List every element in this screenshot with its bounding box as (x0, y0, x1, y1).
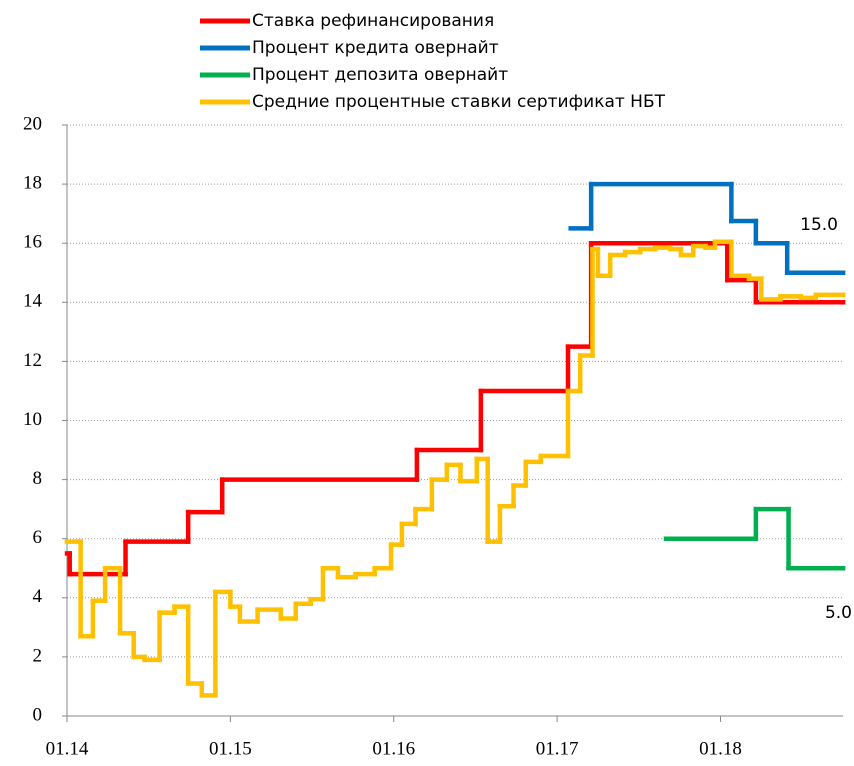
x-tick-label: 01.16 (372, 738, 415, 759)
y-tick-label: 16 (23, 232, 42, 253)
y-tick-label: 2 (33, 645, 43, 666)
annotation: 15.0 (800, 215, 838, 235)
x-tick-label: 01.14 (46, 738, 89, 759)
legend-label: Средние процентные ставки сертификат НБТ (252, 92, 666, 112)
y-tick-label: 14 (23, 291, 43, 312)
x-tick-label: 01.15 (209, 738, 252, 759)
y-tick-label: 0 (33, 704, 43, 725)
y-tick-label: 4 (33, 586, 43, 607)
x-tick-label: 01.18 (699, 738, 742, 759)
y-tick-label: 6 (33, 527, 43, 548)
legend-label: Ставка рефинансирования (252, 11, 494, 31)
legend-label: Процент депозита овернайт (252, 65, 508, 85)
y-tick-label: 10 (23, 409, 42, 430)
y-tick-label: 8 (33, 468, 43, 489)
y-tick-label: 18 (23, 172, 42, 193)
legend-label: Процент кредита овернайт (252, 38, 499, 58)
annotation: 5.0 (825, 603, 852, 623)
y-tick-label: 20 (23, 113, 42, 134)
y-tick-label: 12 (23, 350, 42, 371)
x-tick-label: 01.17 (536, 738, 579, 759)
